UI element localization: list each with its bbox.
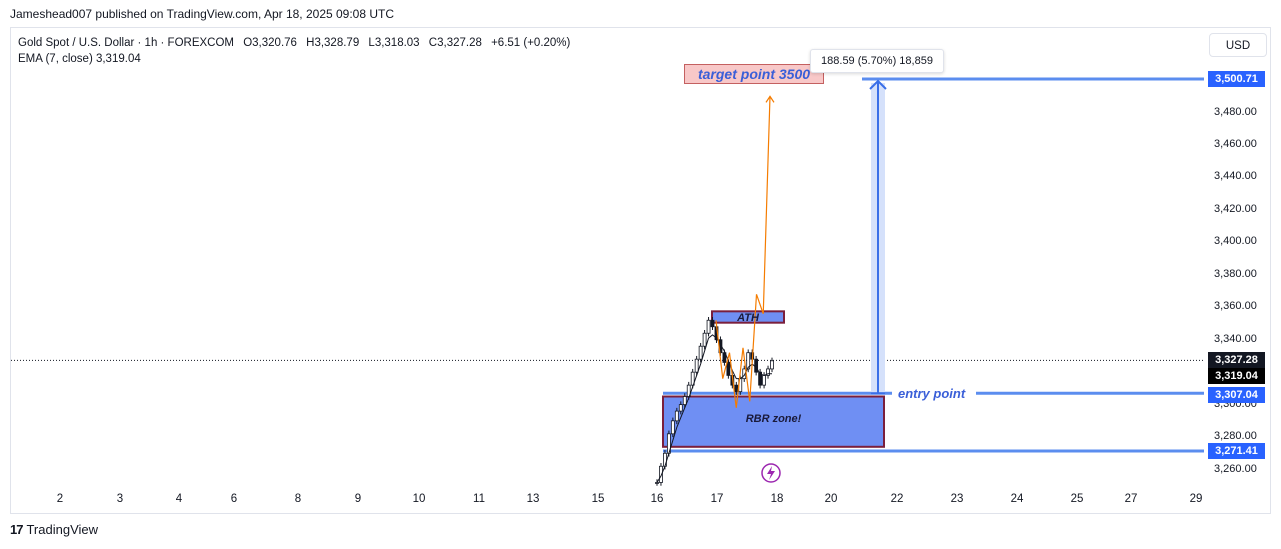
- low-value: L3,318.03: [368, 37, 420, 49]
- time-axis-tick: 11: [473, 493, 485, 505]
- time-axis-tick: 10: [412, 493, 426, 505]
- price-tag: 3,327.28: [1208, 352, 1265, 369]
- high-value: H3,328.79: [306, 37, 360, 49]
- time-axis-tick: 16: [650, 493, 664, 505]
- price-axis-tick: 3,260.00: [1214, 462, 1257, 475]
- target-point-note[interactable]: target point 3500: [684, 64, 824, 84]
- time-axis-tick: 27: [1124, 493, 1138, 505]
- time-axis-tick: 25: [1070, 493, 1084, 505]
- price-axis-tick: 3,460.00: [1214, 138, 1257, 151]
- time-axis-tick: 29: [1189, 493, 1203, 505]
- time-axis-tick: 22: [890, 493, 904, 505]
- currency-button[interactable]: USD: [1209, 33, 1267, 57]
- price-tag: 3,271.41: [1208, 443, 1265, 459]
- tradingview-brand[interactable]: 17 TradingView: [10, 522, 98, 537]
- price-tag: 3,500.71: [1208, 71, 1265, 87]
- brand-name: TradingView: [26, 522, 99, 537]
- time-axis-tick: 20: [824, 493, 838, 505]
- time-axis-tick: 8: [294, 493, 302, 505]
- chart-frame[interactable]: [10, 27, 1271, 514]
- price-axis-tick: 3,280.00: [1214, 430, 1257, 443]
- change-value: +6.51 (+0.20%): [491, 37, 571, 49]
- open-value: O3,320.76: [243, 37, 297, 49]
- price-range-measure: 188.59 (5.70%) 18,859: [810, 49, 944, 73]
- price-axis-tick: 3,440.00: [1214, 170, 1257, 183]
- time-axis-tick: 23: [950, 493, 964, 505]
- price-axis-tick: 3,360.00: [1214, 300, 1257, 313]
- close-value: C3,327.28: [428, 37, 482, 49]
- price-axis-tick: 3,480.00: [1214, 105, 1257, 118]
- time-axis-tick: 3: [116, 493, 124, 505]
- price-axis-tick: 3,380.00: [1214, 267, 1257, 280]
- time-axis-tick: 15: [591, 493, 605, 505]
- price-axis-tick: 3,340.00: [1214, 332, 1257, 345]
- time-axis-tick: 13: [526, 493, 540, 505]
- entry-point-label[interactable]: entry point: [896, 386, 968, 401]
- time-axis-tick: 18: [770, 493, 784, 505]
- price-axis-tick: 3,400.00: [1214, 235, 1257, 248]
- symbol-ohlc-row: Gold Spot / U.S. Dollar · 1h · FOREXCOM …: [18, 35, 576, 51]
- price-axis-tick: 3,420.00: [1214, 202, 1257, 215]
- price-tag: 3,319.04: [1208, 367, 1265, 384]
- time-axis-tick: 9: [354, 493, 362, 505]
- time-axis-tick: 17: [710, 493, 724, 505]
- rbr-zone-label[interactable]: RBR zone!: [745, 413, 802, 425]
- time-axis-tick: 24: [1010, 493, 1024, 505]
- ath-label[interactable]: ATH: [737, 312, 759, 324]
- time-axis-tick: 6: [230, 493, 238, 505]
- ema-legend-row[interactable]: EMA (7, close) 3,319.04: [18, 53, 141, 65]
- time-axis-tick: 4: [175, 493, 183, 505]
- symbol-label[interactable]: Gold Spot / U.S. Dollar · 1h · FOREXCOM: [18, 37, 235, 49]
- chart-legend: Gold Spot / U.S. Dollar · 1h · FOREXCOM …: [18, 35, 576, 67]
- tradingview-logo-icon: 17: [10, 522, 24, 537]
- time-axis-tick: 2: [56, 493, 64, 505]
- publisher-line: Jameshead007 published on TradingView.co…: [10, 7, 395, 21]
- price-tag: 3,307.04: [1208, 387, 1265, 404]
